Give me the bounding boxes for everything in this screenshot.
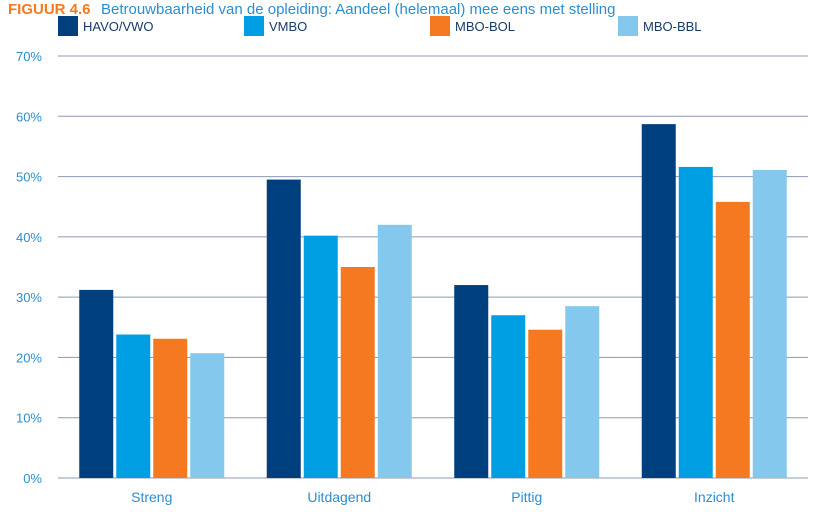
y-tick-label: 40%	[16, 230, 42, 245]
bar	[491, 315, 526, 478]
legend-swatch	[430, 16, 450, 36]
y-tick-label: 50%	[16, 170, 42, 185]
bar	[377, 224, 412, 478]
bar	[153, 338, 188, 478]
bar	[565, 306, 600, 478]
x-axis-labels: Streng Uitdagend Pittig Inzicht	[131, 489, 734, 505]
legend-swatch	[244, 16, 264, 36]
bar	[190, 353, 225, 478]
bar	[303, 235, 338, 478]
x-tick-label: Streng	[131, 489, 172, 505]
chart-title-prefix: FIGUUR 4.6	[8, 1, 91, 18]
x-tick-label: Uitdagend	[307, 489, 371, 505]
bar	[79, 289, 114, 478]
bar	[340, 267, 375, 478]
y-axis-ticks: 0% 10% 20% 30% 40% 50% 60% 70%	[16, 49, 42, 486]
legend-label: MBO-BOL	[455, 19, 515, 34]
chart-title-text: Betrouwbaarheid van de opleiding: Aandee…	[101, 1, 616, 18]
x-tick-label: Pittig	[511, 489, 542, 505]
y-tick-label: 0%	[23, 471, 42, 486]
bar	[715, 201, 750, 479]
bar	[116, 334, 151, 478]
legend-swatch	[618, 16, 638, 36]
bar	[528, 329, 563, 478]
bar	[641, 124, 676, 478]
bar	[266, 179, 301, 479]
x-tick-label: Inzicht	[694, 489, 735, 505]
legend-label: MBO-BBL	[643, 19, 702, 34]
bar	[752, 169, 787, 478]
legend-label: VMBO	[269, 19, 307, 34]
y-tick-label: 70%	[16, 49, 42, 64]
y-tick-label: 20%	[16, 350, 42, 365]
y-tick-label: 60%	[16, 109, 42, 124]
bar	[678, 166, 713, 478]
y-tick-label: 10%	[16, 411, 42, 426]
legend: HAVO/VWO VMBO MBO-BOL MBO-BBL	[58, 16, 702, 36]
bar	[454, 285, 489, 478]
chart-title: FIGUUR 4.6 Betrouwbaarheid van de opleid…	[8, 1, 615, 18]
legend-swatch	[58, 16, 78, 36]
bars	[79, 124, 787, 479]
legend-label: HAVO/VWO	[83, 19, 154, 34]
y-tick-label: 30%	[16, 290, 42, 305]
